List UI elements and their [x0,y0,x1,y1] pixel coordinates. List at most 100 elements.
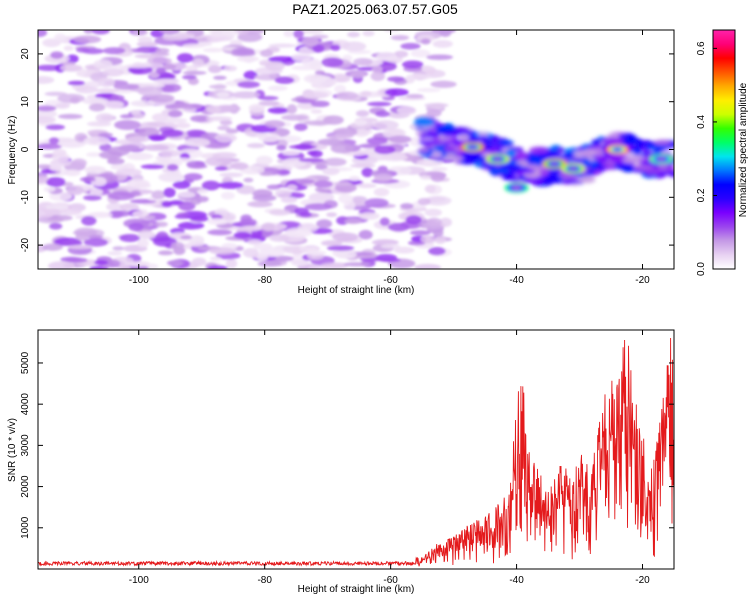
noise-cell [110,164,128,170]
noise-cell [137,36,153,44]
noise-cell [355,110,370,117]
noise-cell [417,197,431,206]
noise-cell [159,149,182,158]
noise-cell [161,201,173,208]
noise-cell [294,123,308,131]
noise-cell [424,184,436,194]
noise-cell [153,78,180,85]
noise-cell [267,56,296,63]
noise-cell [127,261,151,267]
noise-cell [88,103,106,112]
noise-cell [38,30,48,38]
noise-cell [182,74,197,80]
signal-cell [420,133,441,138]
noise-cell [243,70,258,80]
noise-cell [424,195,452,206]
noise-cell [214,133,237,143]
noise-cell [192,58,205,68]
noise-cell [405,93,424,99]
noise-cell [291,53,312,62]
noise-cell [42,243,63,251]
noise-cell [38,208,55,219]
signal-cell [517,168,536,174]
noise-cell [162,36,189,41]
noise-cell [322,167,340,176]
x-tick-label: -100 [129,275,149,286]
noise-cell [230,162,249,170]
signal-cell [486,163,497,169]
noise-cell [378,64,396,70]
noise-cell [347,31,361,38]
noise-cell [128,222,144,232]
noise-cell [304,203,333,211]
signal-cell [572,158,586,163]
noise-cell [432,39,453,48]
noise-cell [252,201,272,206]
signal-cell [488,149,500,155]
noise-cell [207,229,233,236]
y-tick-label: 5000 [20,351,31,374]
noise-cell [76,47,90,53]
noise-cell [183,173,203,181]
noise-cell [326,245,355,251]
signal-cell [514,151,530,160]
noise-cell [81,216,97,226]
noise-cell [163,187,176,198]
noise-cell [309,149,323,158]
noise-cell [158,250,174,256]
noise-cell [426,109,442,118]
noise-cell [50,159,72,167]
colorbar-tick-label: 0.0 [696,262,707,276]
noise-cell [38,164,53,169]
y-tick-label: 3000 [20,434,31,457]
noise-cell [439,217,452,228]
noise-cell [217,125,231,131]
colorbar-tick-label: 0.4 [696,115,707,129]
noise-cell [259,171,273,176]
noise-cell [117,264,131,269]
noise-cell [38,109,58,119]
noise-cell [335,250,357,259]
signal-cell [529,156,542,165]
noise-cell [332,232,359,242]
noise-cell [83,238,109,247]
noise-cell [219,119,233,126]
noise-cell [344,218,362,225]
noise-cell [364,198,389,208]
signal-peak [512,185,522,190]
noise-cell [373,187,390,197]
snr-x-axis-label: Height of straight line (km) [298,584,415,595]
noise-cell [111,210,131,217]
noise-cell [50,51,64,59]
signal-cell [431,151,443,158]
signal-cell [440,140,457,145]
noise-cell [116,168,142,176]
noise-cell [161,129,184,138]
noise-cell [58,113,83,120]
noise-cell [187,240,205,247]
noise-cell [137,86,163,97]
noise-cell [257,260,282,267]
noise-cell [185,129,207,137]
signal-cell [459,158,477,165]
noise-cell [298,158,325,163]
spectrogram-x-axis-label: Height of straight line (km) [298,285,415,296]
noise-cell [311,34,329,39]
noise-cell [119,233,141,243]
noise-cell [330,44,341,51]
noise-cell [252,194,277,202]
noise-cell [307,265,332,269]
noise-cell [91,30,110,35]
noise-cell [177,191,196,198]
noise-cell [206,37,233,42]
noise-cell [38,143,63,150]
noise-cell [400,42,421,50]
noise-cell [387,222,410,232]
noise-cell [414,263,442,269]
signal-cell [654,139,672,146]
noise-cell [353,58,373,66]
noise-cell [149,135,166,142]
noise-cell [372,120,399,130]
noise-cell [86,152,102,157]
spectrogram-signal-track [414,117,674,193]
